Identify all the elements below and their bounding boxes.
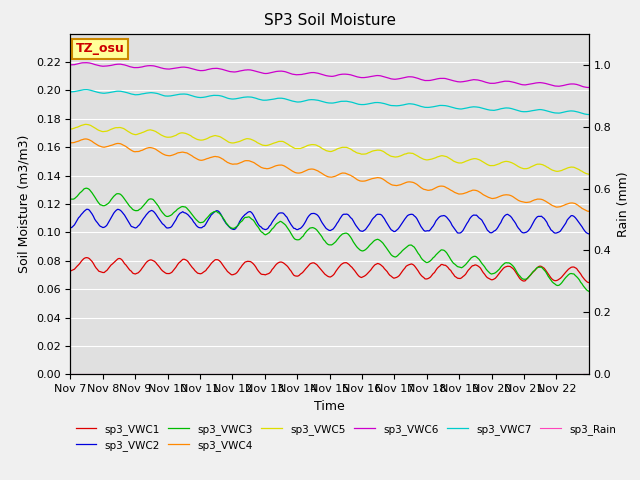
sp3_VWC2 (102, 224, 109, 229)
sp3_VWC6 (102, 63, 109, 69)
sp3_VWC2 (67, 225, 74, 231)
sp3_VWC7 (83, 87, 90, 93)
Line: sp3_VWC5: sp3_VWC5 (70, 124, 589, 174)
sp3_VWC7 (515, 108, 522, 114)
sp3_VWC7 (102, 90, 109, 96)
sp3_VWC7 (582, 111, 590, 117)
sp3_VWC4 (81, 136, 89, 142)
Y-axis label: Rain (mm): Rain (mm) (617, 171, 630, 237)
sp3_VWC2 (335, 218, 342, 224)
sp3_VWC5 (585, 171, 593, 177)
sp3_VWC7 (67, 89, 74, 95)
sp3_VWC5 (335, 145, 342, 151)
sp3_VWC1 (585, 280, 593, 286)
sp3_VWC7 (86, 87, 93, 93)
sp3_VWC4 (585, 208, 593, 214)
sp3_VWC4 (515, 198, 522, 204)
sp3_Rain (436, 372, 444, 377)
Text: TZ_osu: TZ_osu (76, 42, 124, 55)
Legend: sp3_VWC1, sp3_VWC2, sp3_VWC3, sp3_VWC4, sp3_VWC5, sp3_VWC6, sp3_VWC7, sp3_Rain: sp3_VWC1, sp3_VWC2, sp3_VWC3, sp3_VWC4, … (76, 424, 616, 451)
sp3_VWC2 (83, 206, 90, 212)
sp3_VWC3 (67, 196, 74, 202)
sp3_VWC1 (86, 256, 93, 262)
sp3_VWC4 (437, 183, 445, 189)
sp3_Rain (84, 372, 92, 377)
sp3_VWC6 (515, 81, 522, 86)
sp3_VWC5 (81, 121, 89, 127)
Line: sp3_VWC7: sp3_VWC7 (70, 90, 589, 115)
sp3_VWC2 (437, 213, 445, 219)
sp3_VWC2 (515, 225, 522, 231)
sp3_VWC4 (102, 144, 109, 150)
sp3_Rain (100, 372, 108, 377)
sp3_Rain (513, 372, 521, 377)
sp3_VWC2 (582, 229, 590, 235)
sp3_VWC4 (335, 172, 342, 178)
sp3_VWC3 (585, 288, 593, 294)
sp3_Rain (67, 372, 74, 377)
sp3_Rain (581, 372, 589, 377)
sp3_VWC1 (83, 255, 90, 261)
sp3_VWC3 (437, 247, 445, 253)
Title: SP3 Soil Moisture: SP3 Soil Moisture (264, 13, 396, 28)
sp3_VWC4 (67, 140, 74, 145)
sp3_VWC7 (437, 103, 445, 108)
sp3_VWC1 (67, 268, 74, 274)
sp3_VWC2 (86, 207, 93, 213)
sp3_VWC3 (582, 287, 590, 292)
Line: sp3_VWC1: sp3_VWC1 (70, 258, 589, 283)
Line: sp3_VWC3: sp3_VWC3 (70, 188, 589, 291)
sp3_VWC4 (86, 137, 93, 143)
sp3_VWC5 (437, 153, 445, 159)
sp3_VWC5 (67, 126, 74, 132)
sp3_VWC3 (86, 187, 93, 192)
Line: sp3_VWC2: sp3_VWC2 (70, 209, 589, 234)
sp3_VWC1 (515, 273, 522, 279)
sp3_VWC1 (582, 278, 590, 284)
sp3_VWC7 (335, 99, 342, 105)
sp3_Rain (585, 372, 593, 377)
sp3_VWC3 (335, 235, 342, 241)
Line: sp3_VWC6: sp3_VWC6 (70, 63, 589, 87)
sp3_VWC6 (81, 60, 89, 66)
sp3_VWC3 (83, 185, 90, 191)
sp3_VWC5 (582, 171, 590, 177)
sp3_VWC2 (585, 231, 593, 237)
sp3_VWC5 (102, 129, 109, 134)
sp3_VWC6 (67, 62, 74, 68)
sp3_VWC5 (515, 164, 522, 169)
sp3_VWC6 (437, 75, 445, 81)
X-axis label: Time: Time (314, 400, 345, 413)
sp3_VWC4 (582, 208, 590, 214)
sp3_VWC1 (102, 268, 109, 274)
sp3_Rain (333, 372, 341, 377)
sp3_VWC6 (582, 84, 590, 90)
sp3_VWC6 (335, 72, 342, 78)
Line: sp3_VWC4: sp3_VWC4 (70, 139, 589, 211)
sp3_VWC3 (102, 202, 109, 208)
Y-axis label: Soil Moisture (m3/m3): Soil Moisture (m3/m3) (17, 135, 30, 273)
sp3_VWC6 (86, 60, 93, 66)
sp3_VWC6 (585, 84, 593, 90)
sp3_VWC1 (335, 265, 342, 271)
sp3_VWC7 (585, 112, 593, 118)
sp3_VWC5 (86, 122, 93, 128)
sp3_VWC3 (515, 272, 522, 277)
sp3_VWC1 (437, 262, 445, 267)
